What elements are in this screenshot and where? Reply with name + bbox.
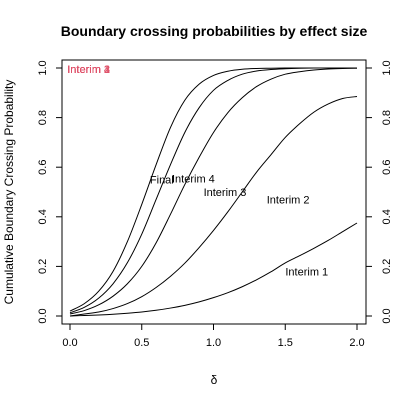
x-axis: 0.0 0.5 1.0 1.5 2.0	[62, 324, 365, 349]
x-tick-label: 1.0	[206, 337, 221, 349]
curve-label-interim-4: Interim 4	[172, 173, 215, 185]
chart-title: Boundary crossing probabilities by effec…	[61, 23, 368, 39]
y-tick-label-right: 0.2	[381, 259, 393, 274]
y-tick-label: 1.0	[37, 60, 49, 75]
curve-interim-2	[69, 96, 358, 317]
y-tick-label-right: 0.6	[381, 160, 393, 175]
x-tick-label: 0.0	[62, 337, 77, 349]
curve-label-interim-3: Interim 3	[204, 187, 247, 199]
curve-labels: Interim 1 Interim 2 Interim 3 Interim 4Fina…	[150, 173, 328, 278]
y-tick-label-right: 1.0	[381, 60, 393, 75]
top-label-2: Interim 2	[67, 64, 110, 76]
top-label-4: Interim 4	[67, 64, 110, 76]
y-tick-label-right: 0.0	[381, 308, 393, 323]
x-tick-label: 2.0	[349, 337, 364, 349]
top-label-3: Interim 3	[67, 64, 110, 76]
y-tick-label-right: 0.8	[381, 110, 393, 125]
curve-interim-1	[69, 222, 358, 317]
y-tick-label-right: 0.4	[381, 209, 393, 224]
curve-interim-3	[69, 67, 358, 315]
x-tick-label: 1.5	[278, 337, 293, 349]
x-axis-label: δ	[211, 373, 218, 387]
y-tick-label: 0.4	[37, 209, 49, 224]
curve-label-interim-1: Interim 1	[285, 266, 328, 278]
curves	[69, 67, 358, 317]
y-axis-left: 0.0 0.2 0.4 0.6 0.8 1.0	[37, 60, 62, 324]
y-axis-label: Cumulative Boundary Crossing Probability	[2, 80, 16, 305]
x-tick-label: 0.5	[134, 337, 149, 349]
top-label-1: Interim 1	[67, 64, 110, 76]
y-tick-label: 0.8	[37, 110, 49, 125]
y-tick-label: 0.0	[37, 308, 49, 323]
curve-label-interim-2: Interim 2	[267, 194, 310, 206]
y-tick-label: 0.2	[37, 259, 49, 274]
y-tick-label: 0.6	[37, 160, 49, 175]
curve-label-final: Final	[150, 175, 174, 187]
y-axis-right: 0.0 0.2 0.4 0.6 0.8 1.0	[366, 60, 393, 324]
curve-final	[69, 67, 357, 312]
